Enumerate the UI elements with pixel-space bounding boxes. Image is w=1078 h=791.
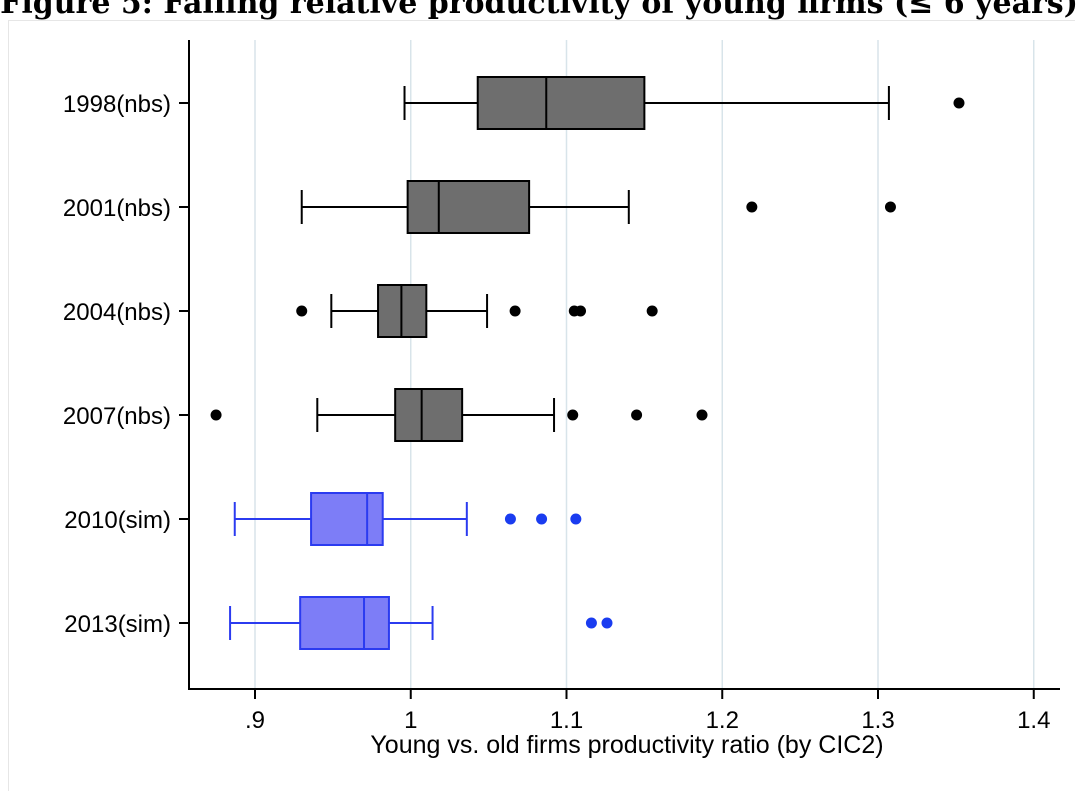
- iqr-box: [476, 76, 646, 130]
- outlier-point: [646, 305, 658, 317]
- box-2007(nbs): [210, 388, 708, 442]
- outlier-point: [210, 409, 222, 421]
- x-tick-label: 1: [404, 707, 417, 734]
- iqr-box: [406, 180, 531, 234]
- y-category-label: 2004(nbs): [63, 299, 171, 326]
- x-axis-label: Young vs. old firms productivity ratio (…: [370, 731, 883, 759]
- outlier-point: [570, 513, 582, 525]
- outlier-point: [585, 617, 597, 629]
- figure-frame: [8, 20, 1075, 791]
- outlier-point: [575, 305, 587, 317]
- outlier-point: [696, 409, 708, 421]
- box-2010(sim): [233, 492, 582, 546]
- x-tick-label: 1.4: [1017, 707, 1050, 734]
- y-category-label: 2001(nbs): [63, 195, 171, 222]
- y-category-label: 2010(sim): [64, 507, 171, 534]
- outlier-point: [746, 201, 758, 213]
- outlier-point: [509, 305, 521, 317]
- outlier-point: [567, 409, 579, 421]
- outlier-point: [953, 97, 965, 109]
- x-tick-label: .9: [245, 707, 265, 734]
- box-1998(nbs): [403, 76, 965, 130]
- box-2004(nbs): [296, 284, 658, 338]
- outlier-point: [504, 513, 516, 525]
- outlier-point: [536, 513, 548, 525]
- figure-title: Figure 5: Falling relative productivity …: [0, 0, 1078, 21]
- outlier-point: [884, 201, 896, 213]
- x-tick-label: 1.1: [550, 707, 583, 734]
- iqr-box: [299, 596, 390, 650]
- y-category-label: 1998(nbs): [63, 91, 171, 118]
- y-category-label: 2013(sim): [64, 611, 171, 638]
- box-2013(sim): [229, 596, 613, 650]
- axes: [188, 40, 1060, 690]
- outlier-point: [296, 305, 308, 317]
- outlier-point: [631, 409, 643, 421]
- y-category-label: 2007(nbs): [63, 403, 171, 430]
- box-2001(nbs): [300, 180, 896, 234]
- x-tick-label: 1.3: [861, 707, 894, 734]
- outlier-point: [601, 617, 613, 629]
- x-tick-label: 1.2: [706, 707, 739, 734]
- tick-marks: [179, 102, 1035, 699]
- iqr-box: [394, 388, 464, 442]
- iqr-box: [310, 492, 384, 546]
- box-series: [210, 76, 965, 650]
- grid-lines: [254, 40, 1035, 689]
